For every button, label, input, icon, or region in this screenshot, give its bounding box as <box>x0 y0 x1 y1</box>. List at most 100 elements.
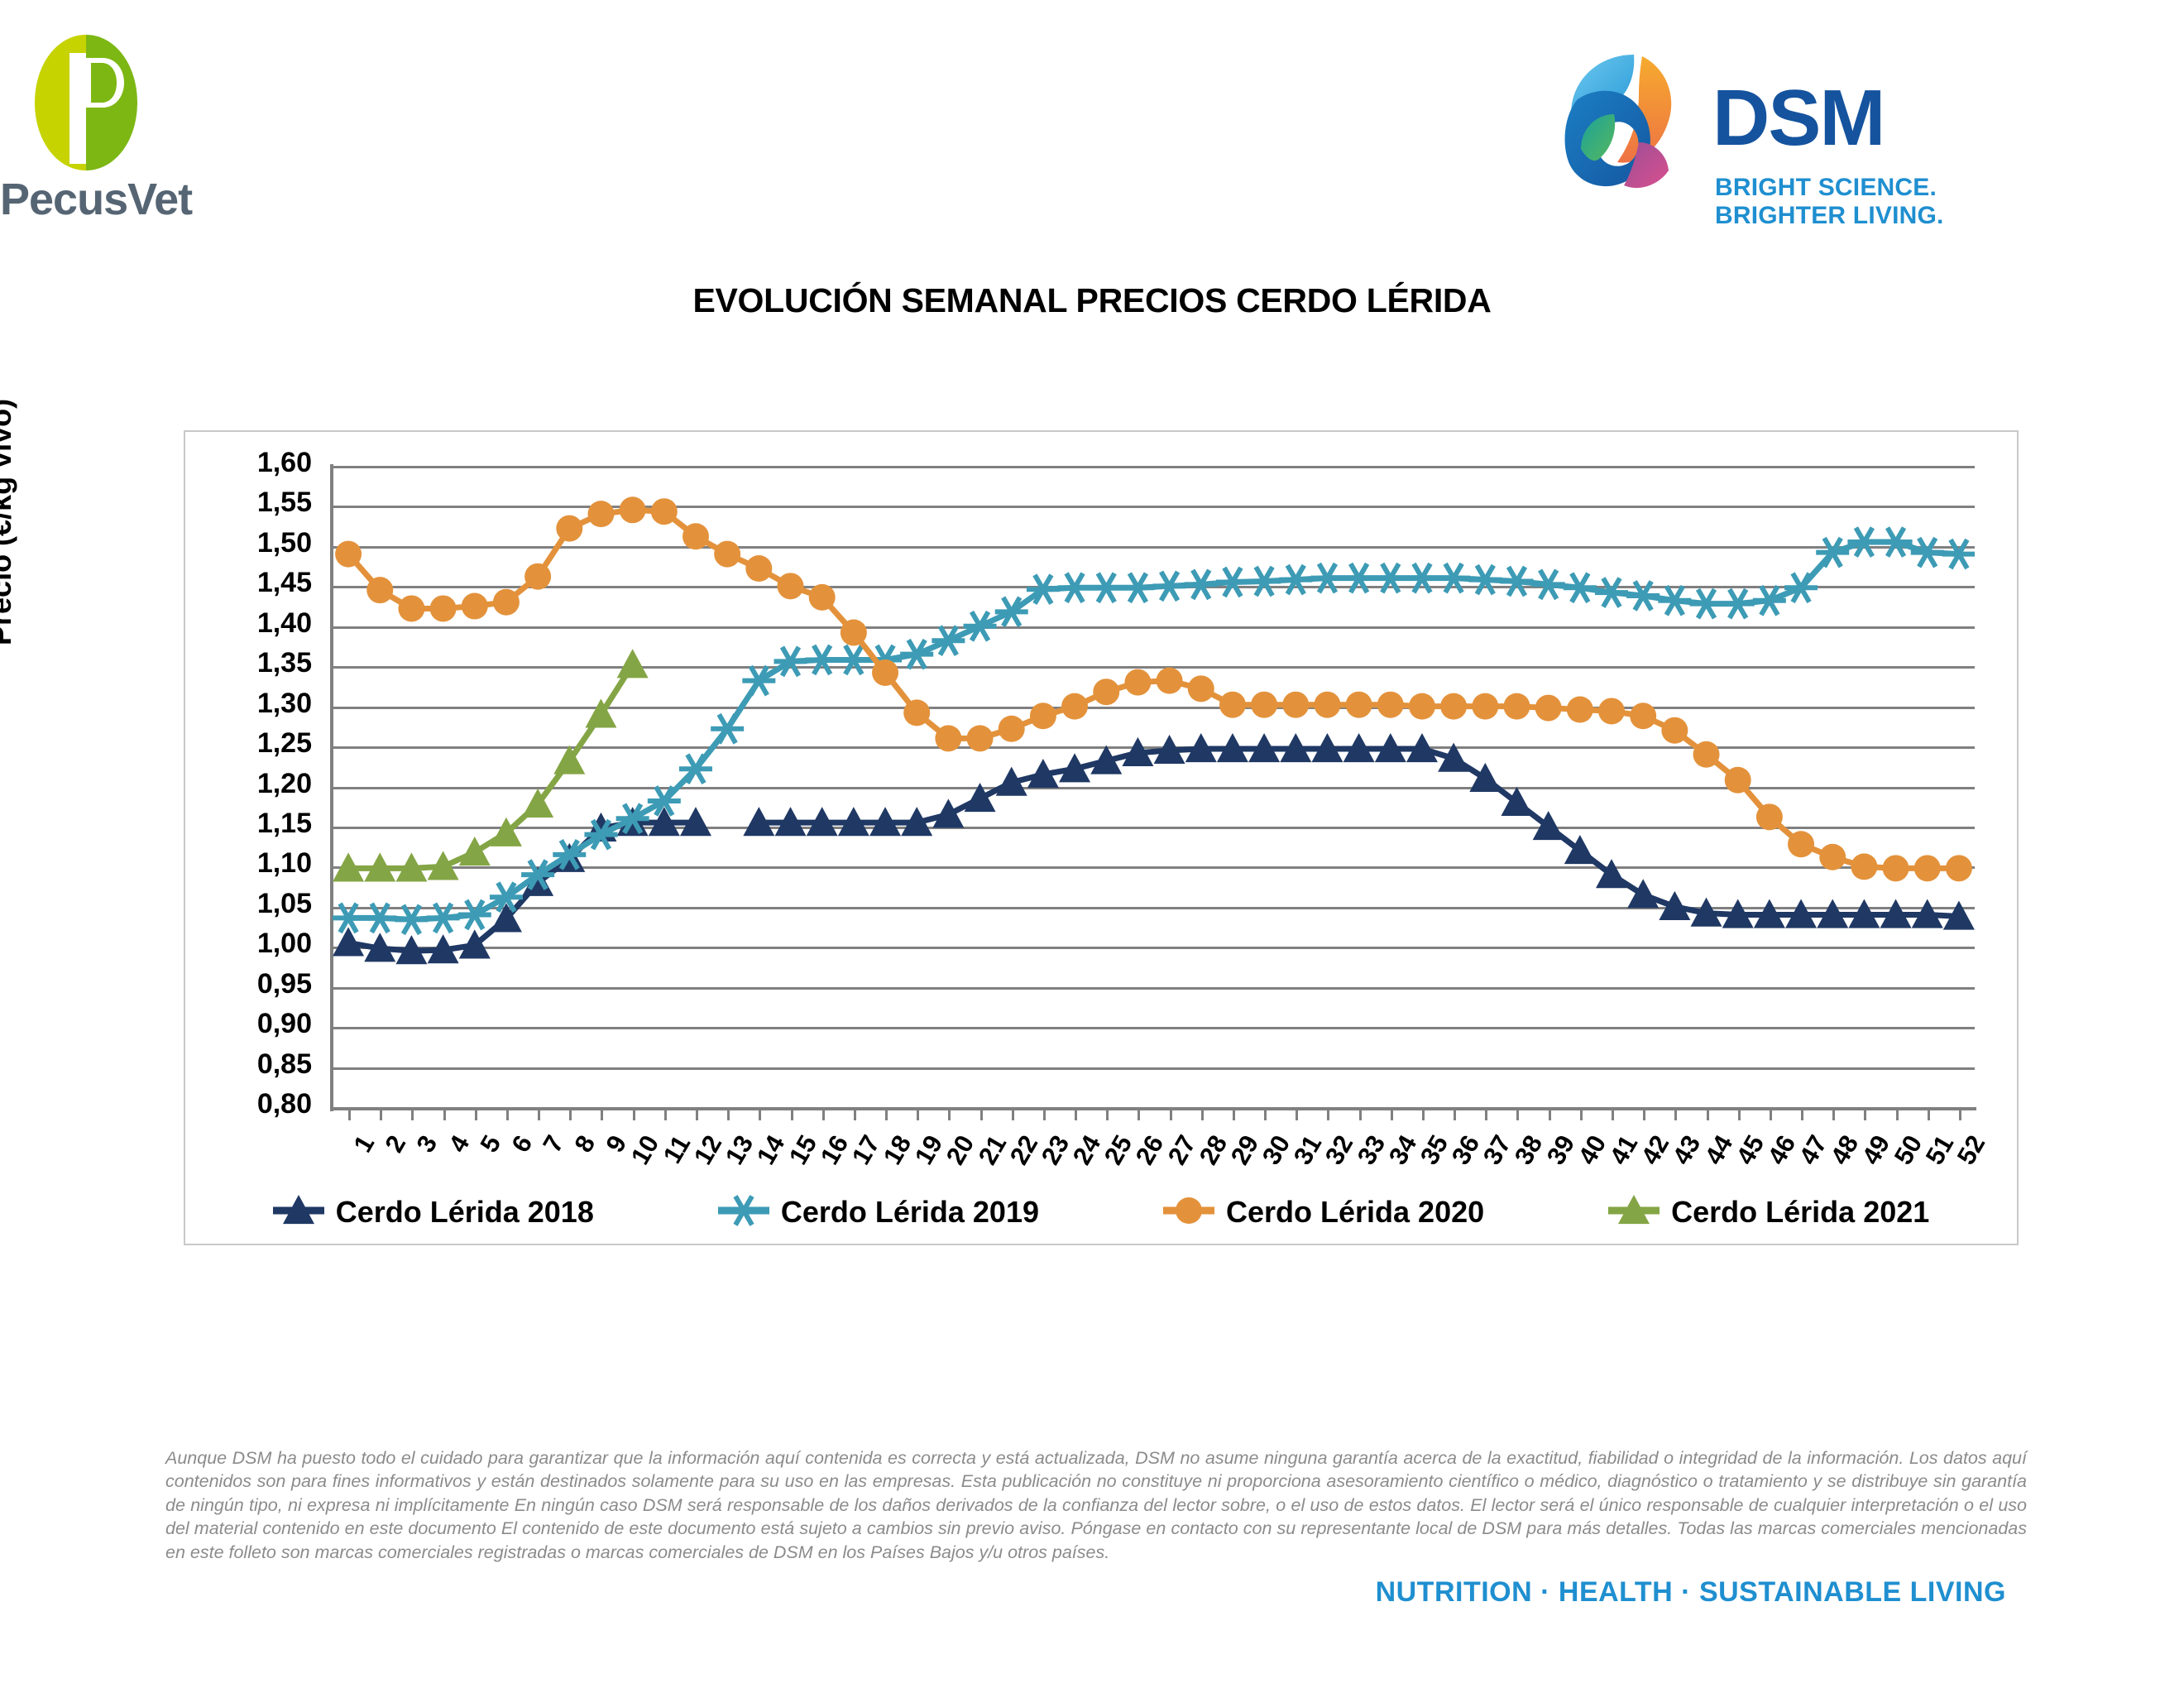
data-point-marker <box>490 817 522 846</box>
x-axis-tick <box>1138 1107 1141 1120</box>
data-point-marker <box>963 610 997 642</box>
data-point-marker <box>1501 786 1533 817</box>
x-axis-tick <box>1769 1107 1772 1120</box>
x-axis-tick <box>411 1107 414 1120</box>
x-axis-tick <box>790 1107 793 1120</box>
legend-marker-icon <box>272 1192 324 1234</box>
y-axis-tick-label: 0,80 <box>256 1088 312 1120</box>
y-axis-tick-label: 1,55 <box>256 487 312 519</box>
x-axis-tick <box>853 1107 856 1120</box>
data-point-marker <box>647 785 681 817</box>
x-axis-tick <box>885 1107 888 1120</box>
gridline <box>333 826 1975 829</box>
x-axis-tick <box>1011 1107 1014 1120</box>
dsm-wordmark: DSM <box>1712 74 1885 162</box>
data-point-marker <box>1058 572 1092 604</box>
data-point-marker <box>461 592 488 620</box>
x-axis-tick <box>632 1107 635 1120</box>
data-point-marker <box>1468 563 1502 596</box>
data-point-marker <box>1184 568 1218 601</box>
data-point-marker <box>395 935 428 965</box>
gridline <box>333 1107 1975 1110</box>
data-point-marker <box>553 839 587 870</box>
legend-item-cerdo-lérida-2021[interactable]: Cerdo Lérida 2021 <box>1608 1192 1929 1234</box>
x-axis-tick <box>1516 1107 1520 1120</box>
data-point-marker <box>1658 584 1692 616</box>
data-point-marker <box>745 555 773 582</box>
x-axis-tick <box>1042 1107 1046 1120</box>
data-point-marker <box>1500 565 1534 597</box>
x-axis-tick <box>601 1107 604 1120</box>
legend-item-cerdo-lérida-2019[interactable]: Cerdo Lérida 2019 <box>717 1192 1039 1234</box>
pecusvet-logo: PecusVet <box>0 33 273 224</box>
data-point-marker <box>1026 573 1060 606</box>
legend-item-cerdo-lérida-2018[interactable]: Cerdo Lérida 2018 <box>272 1192 594 1234</box>
data-point-marker <box>994 596 1028 628</box>
data-point-marker <box>1345 691 1372 718</box>
data-point-marker <box>1121 572 1155 604</box>
data-point-marker <box>1659 890 1691 920</box>
data-point-marker <box>587 501 615 528</box>
data-point-marker <box>1090 572 1123 604</box>
x-axis-tick <box>1106 1107 1109 1120</box>
data-point-marker <box>1027 758 1059 789</box>
page-title: EVOLUCIÓN SEMANAL PRECIOS CERDO LÉRIDA <box>692 281 1492 319</box>
y-axis-title: Precio (€/kg vivo) <box>0 398 17 645</box>
data-point-marker <box>1156 667 1183 694</box>
gridline <box>333 986 1975 990</box>
legend-item-cerdo-lérida-2020[interactable]: Cerdo Lérida 2020 <box>1163 1192 1484 1234</box>
data-point-marker <box>1595 577 1629 608</box>
data-point-marker <box>1503 693 1530 720</box>
data-point-marker <box>682 523 709 550</box>
chart-legend: Cerdo Lérida 2018 Cerdo Lérida 2019 Cerdo … <box>184 1175 2019 1249</box>
data-point-marker <box>398 595 425 622</box>
series-line <box>345 506 1962 871</box>
legend-marker-icon <box>1163 1192 1214 1234</box>
gridline <box>333 947 1975 950</box>
data-point-marker <box>1532 810 1564 841</box>
data-point-marker <box>1093 679 1120 706</box>
x-axis-tick <box>1232 1107 1235 1120</box>
legend-label: Cerdo Lérida 2021 <box>1671 1195 1930 1229</box>
data-point-marker <box>743 807 775 837</box>
data-point-marker <box>901 807 933 837</box>
data-point-marker <box>1817 899 1849 928</box>
data-point-marker <box>808 583 836 611</box>
data-point-marker <box>427 934 459 964</box>
x-axis-tick <box>1895 1107 1899 1120</box>
data-point-marker <box>1438 742 1470 772</box>
x-axis-tick <box>1737 1107 1741 1120</box>
gridline <box>333 545 1975 549</box>
data-point-marker <box>1752 584 1786 616</box>
dsm-swirl-icon <box>1559 50 1704 199</box>
data-point-marker <box>1598 698 1626 725</box>
data-point-marker <box>553 745 586 774</box>
data-point-marker <box>1059 753 1091 783</box>
data-point-marker <box>1880 899 1912 928</box>
data-point-marker <box>1248 565 1281 597</box>
data-point-marker <box>1216 732 1248 763</box>
data-point-marker <box>1879 526 1913 558</box>
data-point-marker <box>363 902 397 934</box>
data-point-marker <box>872 659 899 686</box>
data-point-marker <box>333 902 366 934</box>
gridline <box>333 1067 1975 1070</box>
data-point-marker <box>1882 855 1909 882</box>
data-point-marker <box>1596 859 1628 889</box>
x-axis-tick <box>1485 1107 1488 1120</box>
data-point-marker <box>935 725 962 752</box>
x-axis-tick <box>569 1107 572 1120</box>
data-point-marker <box>1215 566 1249 598</box>
legend-marker-icon <box>1608 1192 1660 1234</box>
gridline <box>333 466 1975 468</box>
data-point-marker <box>1755 803 1783 831</box>
data-point-marker <box>1626 580 1660 611</box>
data-point-marker <box>1153 734 1185 765</box>
data-point-marker <box>615 803 649 835</box>
data-point-marker <box>521 859 555 890</box>
data-point-marker <box>1248 732 1281 763</box>
data-point-marker <box>1851 853 1878 880</box>
data-point-marker <box>1566 696 1593 723</box>
gridline <box>333 506 1975 509</box>
gridline <box>333 786 1975 789</box>
